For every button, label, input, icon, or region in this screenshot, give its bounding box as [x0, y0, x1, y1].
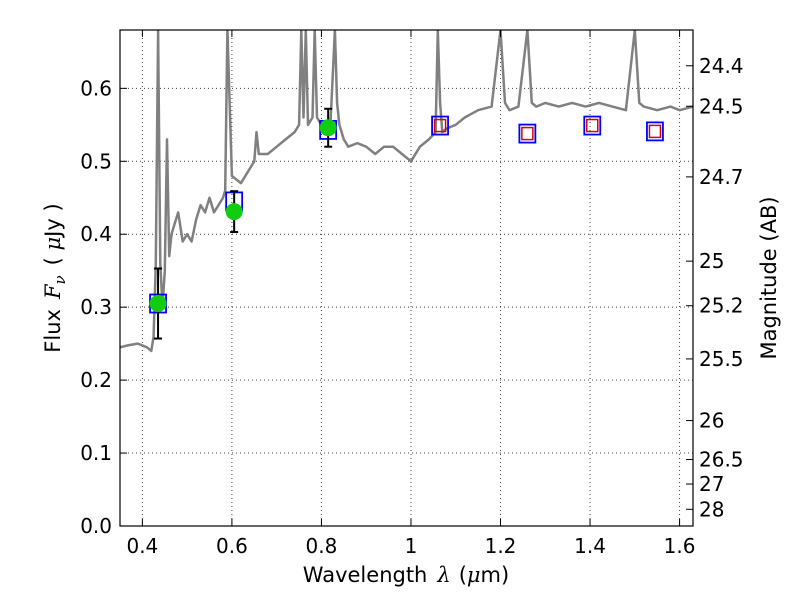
- ticks: 0.4 0.6 0.8 1 1.2 1.4 1.6 0.0 0.1 0.2 0.3 0.4 0.5 0.6…: [80, 30, 744, 558]
- y-tick-label: 0.2: [80, 368, 112, 392]
- upper-limit-point: [586, 118, 599, 133]
- model-point: [646, 121, 664, 142]
- y-tick-label: 0.6: [80, 76, 112, 100]
- right-tick-label: 25.2: [699, 294, 744, 318]
- observed-point: [149, 295, 167, 313]
- upper-limit-point: [648, 124, 662, 139]
- plot-frame: [119, 29, 694, 527]
- model-point: [431, 115, 449, 136]
- right-tick-label: 25.5: [699, 347, 744, 371]
- x-tick-label: 0.8: [306, 534, 338, 558]
- data-layer: [120, 30, 693, 353]
- spectrum-line: [120, 30, 693, 353]
- y-tick-label: 0.1: [80, 441, 112, 465]
- x-tick-label: 0.4: [126, 534, 158, 558]
- y-tick-label: 0.5: [80, 149, 112, 173]
- right-tick-label: 24.7: [699, 165, 744, 189]
- right-tick-label: 26.5: [699, 447, 744, 471]
- y-tick-label: 0.4: [80, 222, 112, 246]
- grid: [120, 30, 693, 527]
- y-tick-label: 0.3: [80, 295, 112, 319]
- right-tick-label: 25: [699, 249, 724, 273]
- x-axis-title: Wavelength λ (μm): [303, 563, 509, 587]
- observed-point: [319, 119, 337, 137]
- model-point: [518, 123, 537, 144]
- x-tick-label: 0.6: [216, 534, 248, 558]
- x-tick-label: 1: [405, 534, 418, 558]
- upper-limit-point: [521, 126, 534, 141]
- observed-point: [225, 203, 243, 221]
- y-tick-label: 0.0: [80, 514, 112, 538]
- x-tick-label: 1.4: [574, 534, 606, 558]
- x-tick-label: 1.6: [664, 534, 696, 558]
- right-tick-label: 26: [699, 409, 724, 433]
- y-axis-title-right: Magnitude (AB): [757, 196, 781, 359]
- right-tick-label: 28: [699, 497, 724, 521]
- model-point: [583, 115, 602, 136]
- y-axis-title-left: FluxFν( μJy ): [41, 203, 69, 352]
- right-tick-label: 27: [699, 472, 724, 496]
- right-tick-label: 24.5: [699, 94, 744, 118]
- right-tick-label: 24.4: [699, 54, 744, 78]
- x-tick-label: 1.2: [485, 534, 517, 558]
- upper-limit-point: [433, 118, 447, 133]
